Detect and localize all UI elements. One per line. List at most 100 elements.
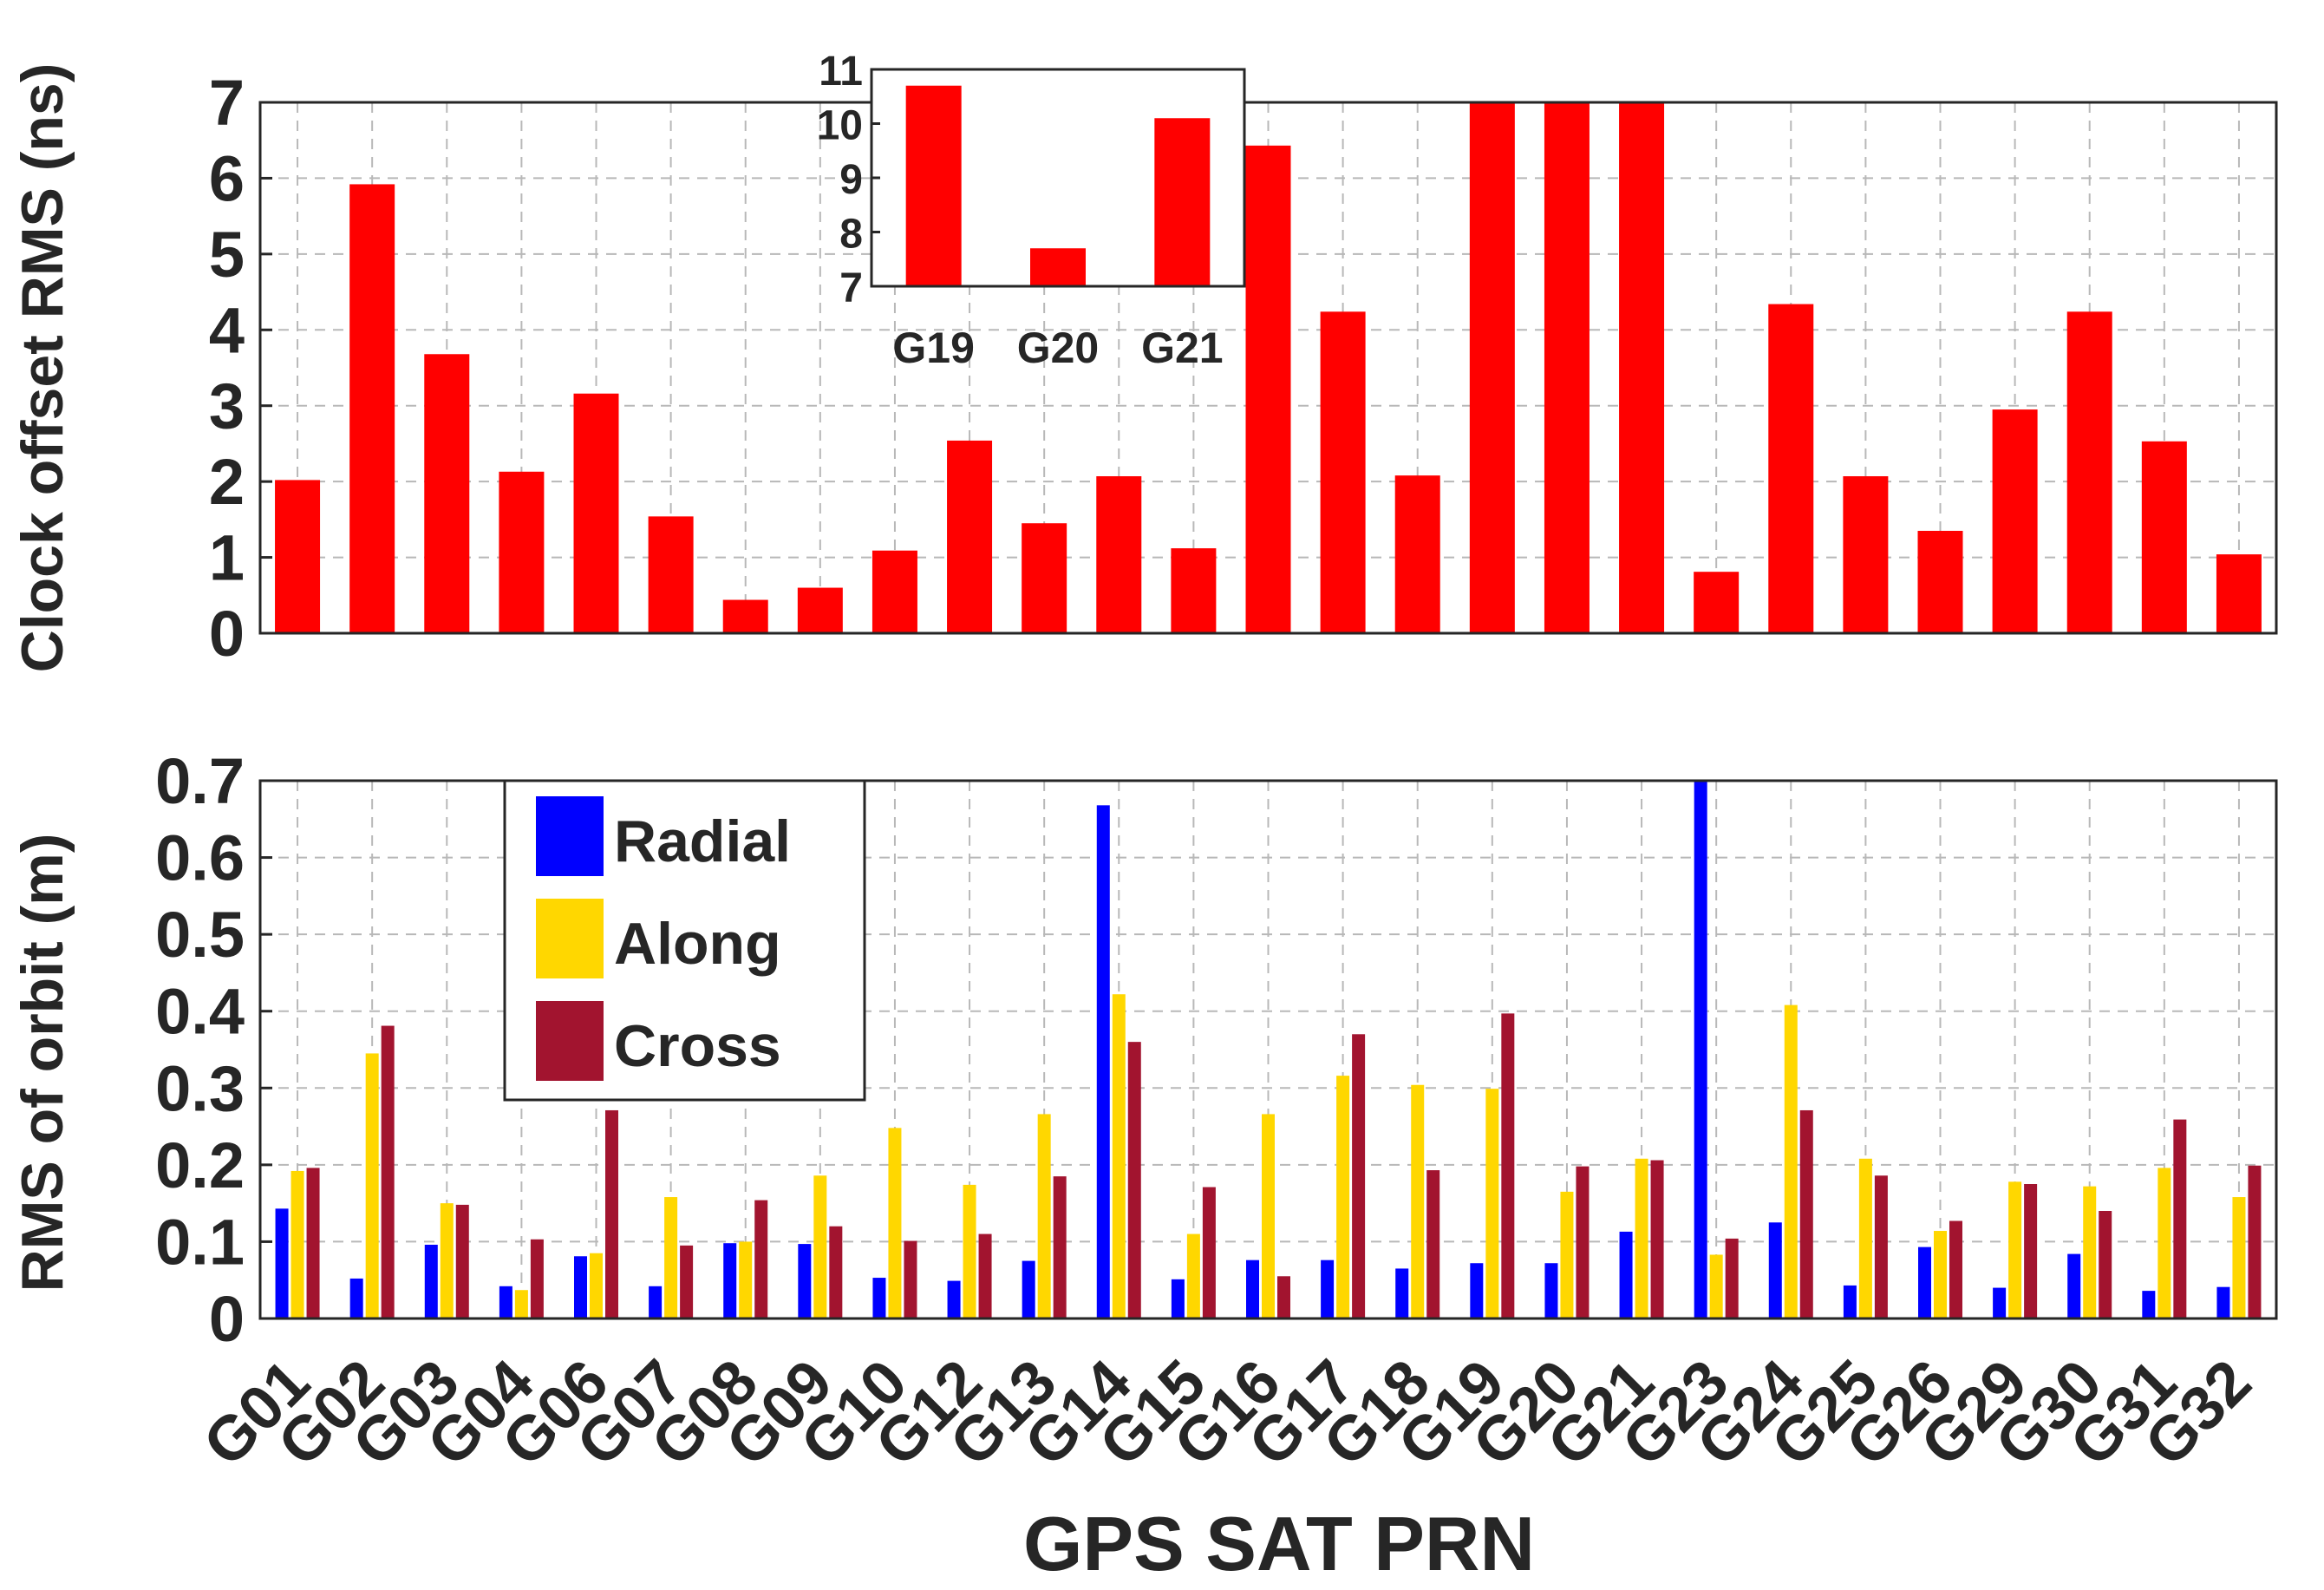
bar-radial-g24 <box>1768 1222 1782 1318</box>
clock-y-axis-label: Clock offset RMS (ns) <box>10 63 75 673</box>
bar-along-g06 <box>590 1253 603 1318</box>
bar-clock-g07 <box>648 516 694 633</box>
bar-along-g30 <box>2083 1186 2097 1318</box>
bar-clock-g21 <box>1619 102 1665 633</box>
clock-axes-box <box>258 101 2278 635</box>
orbit-axes-box <box>258 779 2278 1320</box>
bar-radial-g04 <box>499 1286 512 1318</box>
bar-along-g01 <box>290 1170 304 1318</box>
inset-y-tick-label: 10 <box>817 103 863 149</box>
bar-clock-g06 <box>573 393 619 633</box>
bar-cross-g07 <box>680 1245 694 1318</box>
bar-along-g25 <box>1858 1158 1872 1318</box>
legend: Radial Along Cross <box>503 779 866 1102</box>
bar-radial-g08 <box>723 1243 737 1318</box>
bar-cross-g14 <box>1127 1042 1141 1318</box>
inset-x-tick-label-g19: G19 <box>892 324 975 372</box>
bar-radial-g18 <box>1395 1268 1409 1318</box>
bar-radial-g19 <box>1470 1263 1484 1318</box>
legend-label-cross: Cross <box>614 1013 781 1079</box>
bar-radial-g14 <box>1096 805 1110 1318</box>
bar-clock-g12 <box>947 440 993 633</box>
bar-clock-g10 <box>872 550 917 633</box>
bar-radial-g03 <box>424 1244 438 1318</box>
bar-cross-g13 <box>1053 1176 1067 1318</box>
bar-cross-g10 <box>904 1240 917 1318</box>
bar-along-g23 <box>1709 1254 1723 1318</box>
inset-y-tick-labels: 7 8 9 10 11 <box>817 49 880 311</box>
bar-cross-g32 <box>2248 1165 2262 1318</box>
inset-bars <box>905 85 1211 286</box>
bar-along-g13 <box>1037 1114 1051 1318</box>
bar-clock-g20 <box>1544 102 1590 633</box>
inset-x-tick-labels: G19 G20 G21 <box>892 324 1223 372</box>
bar-along-g17 <box>1336 1076 1350 1318</box>
bar-along-g12 <box>963 1184 976 1318</box>
bar-clock-g14 <box>1096 476 1142 633</box>
y-tick-label: 0.3 <box>155 1052 245 1124</box>
bar-cross-g09 <box>829 1226 843 1318</box>
bar-radial-g29 <box>1993 1287 2007 1318</box>
bar-along-g32 <box>2232 1197 2246 1318</box>
bar-along-g18 <box>1411 1084 1425 1318</box>
inset-y-tick-label: 7 <box>839 265 863 311</box>
y-tick-label: 6 <box>209 142 245 214</box>
bar-cross-g30 <box>2099 1211 2112 1318</box>
bar-cross-g19 <box>1501 1013 1515 1318</box>
bar-radial-g32 <box>2216 1286 2230 1318</box>
bar-radial-g10 <box>872 1278 886 1318</box>
bar-cross-g04 <box>530 1239 544 1318</box>
bar-clock-g29 <box>1992 409 2038 633</box>
orbit-panel: 00.10.20.30.40.50.60.7 G01G02G03G04G06G0… <box>10 745 2278 1587</box>
bar-clock-g04 <box>499 471 545 633</box>
y-tick-label: 0 <box>209 1283 245 1355</box>
y-tick-label: 7 <box>209 67 245 139</box>
bar-radial-g01 <box>275 1208 289 1318</box>
bar-cross-g16 <box>1277 1276 1290 1318</box>
bar-radial-g13 <box>1022 1260 1035 1318</box>
bar-radial-g17 <box>1321 1260 1335 1318</box>
bar-clock-g15 <box>1171 548 1217 633</box>
inset-bar-g20 <box>1030 248 1086 286</box>
bar-clock-g03 <box>424 354 470 633</box>
y-tick-label: 0.2 <box>155 1129 245 1201</box>
y-tick-label: 0.7 <box>155 745 245 817</box>
bar-cross-g02 <box>381 1025 395 1318</box>
bar-radial-g16 <box>1246 1260 1259 1318</box>
bar-clock-g19 <box>1469 102 1515 633</box>
bar-along-g15 <box>1186 1233 1200 1318</box>
bar-along-g10 <box>888 1128 902 1318</box>
bar-along-g26 <box>1934 1231 1947 1318</box>
legend-label-radial: Radial <box>614 808 791 874</box>
y-tick-label: 0.4 <box>155 976 245 1048</box>
bar-clock-g30 <box>2066 311 2112 633</box>
bar-cross-g25 <box>1874 1175 1888 1318</box>
y-tick-label: 0.1 <box>155 1206 245 1278</box>
bar-along-g31 <box>2158 1168 2171 1318</box>
bar-clock-g02 <box>349 184 395 633</box>
bar-cross-g03 <box>455 1204 469 1318</box>
clock-inset-panel: 7 8 9 10 11 G19 G20 G21 <box>817 49 1246 372</box>
bar-radial-g30 <box>2067 1253 2081 1318</box>
y-tick-label: 0 <box>209 598 245 670</box>
bar-cross-g24 <box>1799 1109 1813 1318</box>
bar-clock-g13 <box>1022 523 1067 633</box>
bar-clock-g23 <box>1694 572 1740 633</box>
legend-label-along: Along <box>614 911 781 977</box>
inset-bar-g19 <box>905 85 962 286</box>
y-tick-label: 5 <box>209 219 245 291</box>
bar-cross-g15 <box>1202 1187 1216 1318</box>
bar-radial-g31 <box>2142 1291 2156 1318</box>
legend-swatch-cross <box>536 1001 604 1081</box>
bar-radial-g07 <box>649 1286 663 1318</box>
bar-radial-g21 <box>1619 1231 1633 1318</box>
bar-along-g21 <box>1635 1158 1648 1318</box>
bar-radial-g23 <box>1694 781 1707 1318</box>
bar-clock-g08 <box>722 599 768 633</box>
y-tick-label: 4 <box>209 294 245 366</box>
inset-x-tick-label-g21: G21 <box>1141 324 1224 372</box>
bar-cross-g29 <box>2024 1184 2038 1318</box>
bar-cross-g12 <box>978 1233 992 1318</box>
